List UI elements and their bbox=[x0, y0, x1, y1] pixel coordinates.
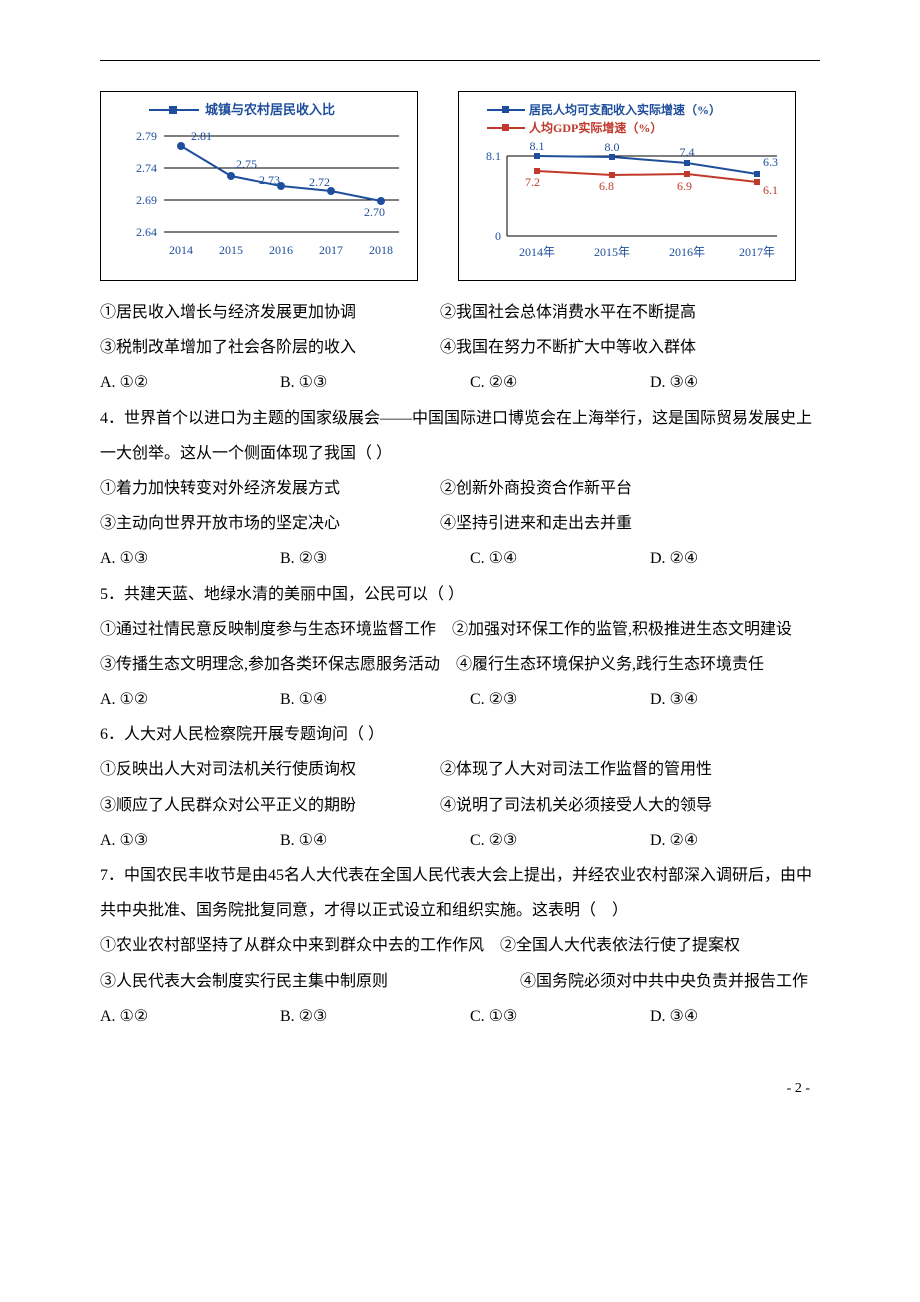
q7-stmt4: ④国务院必须对中共中央负责并报告工作 bbox=[520, 964, 808, 999]
q6-statements-row2: ③顺应了人民群众对公平正义的期盼 ④说明了司法机关必须接受人大的领导 bbox=[100, 788, 820, 823]
q6-options: A. ①③ B. ①④ C. ②③ D. ②④ bbox=[100, 823, 820, 858]
q3-opt-c: C. ②④ bbox=[470, 365, 650, 400]
svg-text:6.8: 6.8 bbox=[599, 179, 614, 193]
svg-text:2.72: 2.72 bbox=[309, 175, 330, 189]
q7-stem: 7．中国农民丰收节是由45名人大代表在全国人民代表大会上提出，并经农业农村部深入… bbox=[100, 858, 820, 928]
svg-text:6.3: 6.3 bbox=[763, 155, 778, 169]
svg-text:2016: 2016 bbox=[269, 243, 293, 257]
q5-line1: ①通过社情民意反映制度参与生态环境监督工作 ②加强对环保工作的监管,积极推进生态… bbox=[100, 612, 820, 647]
q7-opt-c: C. ①③ bbox=[470, 999, 650, 1034]
q4-stmt3: ③主动向世界开放市场的坚定决心 bbox=[100, 506, 440, 541]
charts-row: 城镇与农村居民收入比 2.79 2.74 2.69 2.64 2014 2015… bbox=[100, 91, 820, 281]
q4-options: A. ①③ B. ②③ C. ①④ D. ②④ bbox=[100, 541, 820, 576]
q4-stmt2: ②创新外商投资合作新平台 bbox=[440, 471, 632, 506]
q6-statements-row1: ①反映出人大对司法机关行使质询权 ②体现了人大对司法工作监督的管用性 bbox=[100, 752, 820, 787]
q7-opt-a: A. ①② bbox=[100, 999, 280, 1034]
q3-opt-a: A. ①② bbox=[100, 365, 280, 400]
svg-text:8.1: 8.1 bbox=[486, 149, 501, 163]
svg-text:8.0: 8.0 bbox=[605, 140, 620, 154]
q4-stem: 4．世界首个以进口为主题的国家级展会——中国国际进口博览会在上海举行，这是国际贸… bbox=[100, 401, 820, 471]
chart-urban-rural-ratio: 城镇与农村居民收入比 2.79 2.74 2.69 2.64 2014 2015… bbox=[100, 91, 418, 281]
svg-text:居民人均可支配收入实际增速（%）: 居民人均可支配收入实际增速（%） bbox=[529, 102, 721, 117]
svg-text:0: 0 bbox=[495, 229, 501, 243]
q7-options: A. ①② B. ②③ C. ①③ D. ③④ bbox=[100, 999, 820, 1034]
svg-text:2.74: 2.74 bbox=[136, 161, 157, 175]
q3-stmt4: ④我国在努力不断扩大中等收入群体 bbox=[440, 330, 696, 365]
q3-options: A. ①② B. ①③ C. ②④ D. ③④ bbox=[100, 365, 820, 400]
svg-text:8.1: 8.1 bbox=[530, 139, 545, 153]
q3-stmt2: ②我国社会总体消费水平在不断提高 bbox=[440, 295, 696, 330]
svg-text:2.70: 2.70 bbox=[364, 205, 385, 219]
svg-text:7.4: 7.4 bbox=[680, 145, 695, 159]
q5-line2: ③传播生态文明理念,参加各类环保志愿服务活动 ④履行生态环境保护义务,践行生态环… bbox=[100, 647, 820, 682]
q3-stmt3: ③税制改革增加了社会各阶层的收入 bbox=[100, 330, 440, 365]
q6-opt-b: B. ①④ bbox=[280, 823, 470, 858]
q6-stmt2: ②体现了人大对司法工作监督的管用性 bbox=[440, 752, 712, 787]
q4-opt-c: C. ①④ bbox=[470, 541, 650, 576]
chart1-legend: 城镇与农村居民收入比 bbox=[205, 102, 335, 117]
q4-opt-a: A. ①③ bbox=[100, 541, 280, 576]
q7-line1: ①农业农村部坚持了从群众中来到群众中去的工作作风 ②全国人大代表依法行使了提案权 bbox=[100, 928, 820, 963]
q6-opt-a: A. ①③ bbox=[100, 823, 280, 858]
q5-opt-c: C. ②③ bbox=[470, 682, 650, 717]
svg-text:2.79: 2.79 bbox=[136, 129, 157, 143]
q7-opt-d: D. ③④ bbox=[650, 999, 698, 1034]
svg-text:2016年: 2016年 bbox=[669, 245, 705, 259]
svg-text:2.64: 2.64 bbox=[136, 225, 157, 239]
q5-opt-b: B. ①④ bbox=[280, 682, 470, 717]
svg-text:2017: 2017 bbox=[319, 243, 343, 257]
q6-stem: 6．人大对人民检察院开展专题询问（ ） bbox=[100, 717, 820, 752]
svg-text:2.69: 2.69 bbox=[136, 193, 157, 207]
q4-statements-row2: ③主动向世界开放市场的坚定决心 ④坚持引进来和走出去并重 bbox=[100, 506, 820, 541]
q4-opt-d: D. ②④ bbox=[650, 541, 698, 576]
q3-opt-d: D. ③④ bbox=[650, 365, 698, 400]
q6-opt-c: C. ②③ bbox=[470, 823, 650, 858]
q6-opt-d: D. ②④ bbox=[650, 823, 698, 858]
q5-opt-a: A. ①② bbox=[100, 682, 280, 717]
svg-text:2018: 2018 bbox=[369, 243, 393, 257]
q3-stmt1: ①居民收入增长与经济发展更加协调 bbox=[100, 295, 440, 330]
top-rule bbox=[100, 60, 820, 61]
page-number: - 2 - bbox=[100, 1074, 820, 1105]
svg-text:2017年: 2017年 bbox=[739, 245, 775, 259]
svg-text:2015: 2015 bbox=[219, 243, 243, 257]
chart-income-gdp-growth: 居民人均可支配收入实际增速（%） 人均GDP实际增速（%） 8.1 0 2014… bbox=[458, 91, 796, 281]
q6-stmt3: ③顺应了人民群众对公平正义的期盼 bbox=[100, 788, 440, 823]
svg-text:2.75: 2.75 bbox=[236, 157, 257, 171]
svg-text:6.9: 6.9 bbox=[677, 179, 692, 193]
svg-text:人均GDP实际增速（%）: 人均GDP实际增速（%） bbox=[529, 120, 662, 135]
svg-text:2014: 2014 bbox=[169, 243, 193, 257]
q3-opt-b: B. ①③ bbox=[280, 365, 470, 400]
q6-stmt1: ①反映出人大对司法机关行使质询权 bbox=[100, 752, 440, 787]
q3-statements-row1: ①居民收入增长与经济发展更加协调 ②我国社会总体消费水平在不断提高 bbox=[100, 295, 820, 330]
q4-stmt1: ①着力加快转变对外经济发展方式 bbox=[100, 471, 440, 506]
q3-statements-row2: ③税制改革增加了社会各阶层的收入 ④我国在努力不断扩大中等收入群体 bbox=[100, 330, 820, 365]
q5-stem: 5．共建天蓝、地绿水清的美丽中国，公民可以（ ） bbox=[100, 577, 820, 612]
svg-text:7.2: 7.2 bbox=[525, 175, 540, 189]
svg-text:2.81: 2.81 bbox=[191, 129, 212, 143]
q4-statements-row1: ①着力加快转变对外经济发展方式 ②创新外商投资合作新平台 bbox=[100, 471, 820, 506]
q4-stmt4: ④坚持引进来和走出去并重 bbox=[440, 506, 632, 541]
q5-opt-d: D. ③④ bbox=[650, 682, 698, 717]
svg-text:2.73: 2.73 bbox=[259, 173, 280, 187]
q7-stmt3: ③人民代表大会制度实行民主集中制原则 bbox=[100, 964, 520, 999]
svg-text:2015年: 2015年 bbox=[594, 245, 630, 259]
q7-opt-b: B. ②③ bbox=[280, 999, 470, 1034]
q6-stmt4: ④说明了司法机关必须接受人大的领导 bbox=[440, 788, 712, 823]
q7-line2: ③人民代表大会制度实行民主集中制原则 ④国务院必须对中共中央负责并报告工作 bbox=[100, 964, 820, 999]
svg-text:6.1: 6.1 bbox=[763, 183, 778, 197]
q5-options: A. ①② B. ①④ C. ②③ D. ③④ bbox=[100, 682, 820, 717]
svg-text:2014年: 2014年 bbox=[519, 245, 555, 259]
q4-opt-b: B. ②③ bbox=[280, 541, 470, 576]
